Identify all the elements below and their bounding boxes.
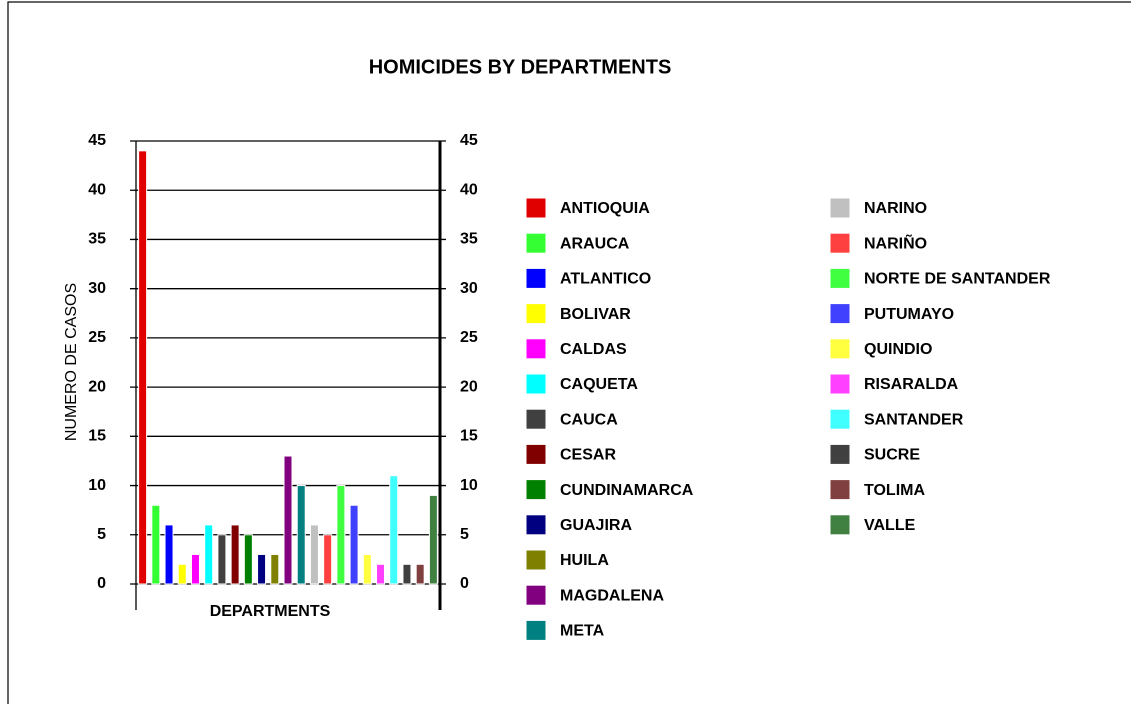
legend-swatch	[829, 267, 851, 289]
legend-label: CESAR	[560, 447, 616, 464]
bar	[323, 534, 333, 585]
legend-swatch	[829, 338, 851, 360]
y2-tick-label: 45	[460, 132, 478, 149]
legend-label: QUINDIO	[864, 341, 932, 358]
legend-label: GUAJIRA	[560, 517, 632, 534]
bar	[204, 524, 214, 585]
bar	[151, 504, 161, 585]
legend-swatch	[525, 514, 547, 536]
legend-label: ARAUCA	[560, 235, 630, 252]
y2-tick-label: 10	[460, 477, 478, 494]
bar	[376, 563, 386, 585]
y-tick-label: 5	[97, 526, 106, 543]
legend-label: MAGDALENA	[560, 587, 664, 604]
y-tick-label: 30	[88, 280, 106, 297]
y2-tick-label: 35	[460, 231, 478, 248]
bar	[257, 553, 267, 585]
bar	[415, 563, 425, 585]
legend-label: CAQUETA	[560, 376, 638, 393]
y2-tick-label: 40	[460, 181, 478, 198]
bar	[270, 553, 280, 585]
y-tick-label: 25	[88, 329, 106, 346]
legend-label: SANTANDER	[864, 411, 964, 428]
legend-swatch	[525, 303, 547, 325]
legend-swatch	[829, 232, 851, 254]
legend-label: ANTIOQUIA	[560, 200, 650, 217]
legend-swatch	[525, 338, 547, 360]
bar	[349, 504, 359, 585]
y2-tick-label: 25	[460, 329, 478, 346]
bar	[428, 494, 438, 585]
legend-swatch	[829, 197, 851, 219]
bar	[177, 563, 187, 585]
legend-swatch	[829, 303, 851, 325]
bar	[138, 150, 148, 585]
legend-swatch	[525, 584, 547, 606]
chart-title: HOMICIDES BY DEPARTMENTS	[369, 56, 672, 78]
legend-swatch	[525, 373, 547, 395]
y-tick-label: 10	[88, 477, 106, 494]
legend-label: ATLANTICO	[560, 271, 651, 288]
legend-swatch	[829, 373, 851, 395]
legend-swatch	[525, 232, 547, 254]
legend-swatch	[829, 479, 851, 501]
legend-label: TOLIMA	[864, 482, 925, 499]
bar	[402, 563, 412, 585]
legend-label: CAUCA	[560, 411, 618, 428]
y-axis-label: NUMERO DE CASOS	[63, 283, 80, 441]
legend-swatch	[829, 514, 851, 536]
bar	[243, 534, 253, 585]
x-axis-label: DEPARTMENTS	[210, 603, 331, 620]
y2-tick-label: 5	[460, 526, 469, 543]
legend-swatch	[525, 267, 547, 289]
legend-label: CALDAS	[560, 341, 627, 358]
legend-swatch	[525, 549, 547, 571]
y2-tick-label: 0	[460, 575, 469, 592]
bar	[164, 524, 174, 585]
legend-swatch	[829, 443, 851, 465]
legend-swatch	[525, 479, 547, 501]
y2-tick-label: 15	[460, 428, 478, 445]
legend-label: RISARALDA	[864, 376, 959, 393]
bar	[362, 553, 372, 585]
legend-label: PUTUMAYO	[864, 306, 954, 323]
legend-label: VALLE	[864, 517, 916, 534]
legend-label: META	[560, 623, 605, 640]
legend-label: BOLIVAR	[560, 306, 631, 323]
y-tick-label: 45	[88, 132, 106, 149]
y-tick-label: 20	[88, 378, 106, 395]
legend-label: SUCRE	[864, 447, 920, 464]
bar	[283, 455, 293, 585]
legend-label: NARINO	[864, 200, 927, 217]
bar	[336, 485, 346, 585]
y-tick-label: 15	[88, 428, 106, 445]
legend-swatch	[525, 619, 547, 641]
bar	[389, 475, 399, 585]
y2-tick-label: 20	[460, 378, 478, 395]
bar	[190, 553, 200, 585]
chart-border	[7, 1, 1131, 704]
legend-swatch	[525, 443, 547, 465]
y-tick-label: 35	[88, 231, 106, 248]
y2-tick-label: 30	[460, 280, 478, 297]
legend-label: HUILA	[560, 552, 609, 569]
y-tick-label: 0	[97, 575, 106, 592]
legend-swatch	[829, 408, 851, 430]
bar	[296, 485, 306, 585]
legend-label: NARIÑO	[864, 232, 927, 252]
legend-label: CUNDINAMARCA	[560, 482, 694, 499]
bar	[230, 524, 240, 585]
bar	[309, 524, 319, 585]
y-tick-label: 40	[88, 181, 106, 198]
legend-label: NORTE DE SANTANDER	[864, 271, 1051, 288]
legend-swatch	[525, 408, 547, 430]
bar	[217, 534, 227, 585]
legend-swatch	[525, 197, 547, 219]
